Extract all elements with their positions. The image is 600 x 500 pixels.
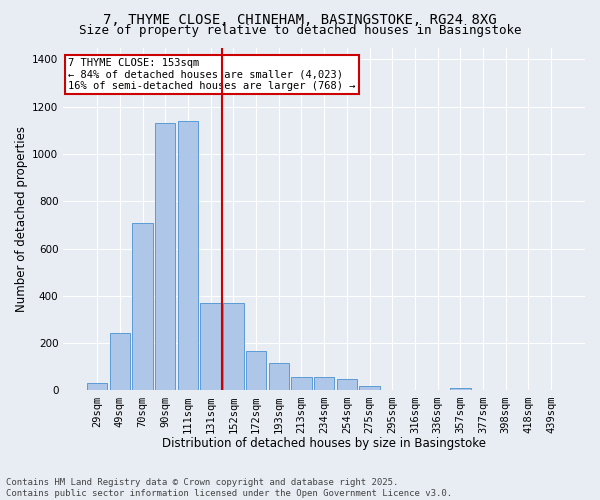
Y-axis label: Number of detached properties: Number of detached properties [15, 126, 28, 312]
Bar [291, 378, 311, 390]
Text: 7 THYME CLOSE: 153sqm
← 84% of detached houses are smaller (4,023)
16% of semi-d: 7 THYME CLOSE: 153sqm ← 84% of detached … [68, 58, 356, 91]
Bar [200, 303, 221, 390]
Bar [223, 303, 244, 390]
Text: Contains HM Land Registry data © Crown copyright and database right 2025.
Contai: Contains HM Land Registry data © Crown c… [6, 478, 452, 498]
Bar [110, 332, 130, 390]
Bar [87, 384, 107, 390]
X-axis label: Distribution of detached houses by size in Basingstoke: Distribution of detached houses by size … [162, 437, 486, 450]
Bar [314, 378, 334, 390]
Bar [269, 364, 289, 390]
Bar [359, 386, 380, 390]
Bar [450, 388, 470, 390]
Text: 7, THYME CLOSE, CHINEHAM, BASINGSTOKE, RG24 8XG: 7, THYME CLOSE, CHINEHAM, BASINGSTOKE, R… [103, 12, 497, 26]
Bar [246, 352, 266, 391]
Bar [337, 378, 357, 390]
Text: Size of property relative to detached houses in Basingstoke: Size of property relative to detached ho… [79, 24, 521, 37]
Bar [155, 123, 175, 390]
Bar [178, 121, 198, 390]
Bar [133, 222, 153, 390]
